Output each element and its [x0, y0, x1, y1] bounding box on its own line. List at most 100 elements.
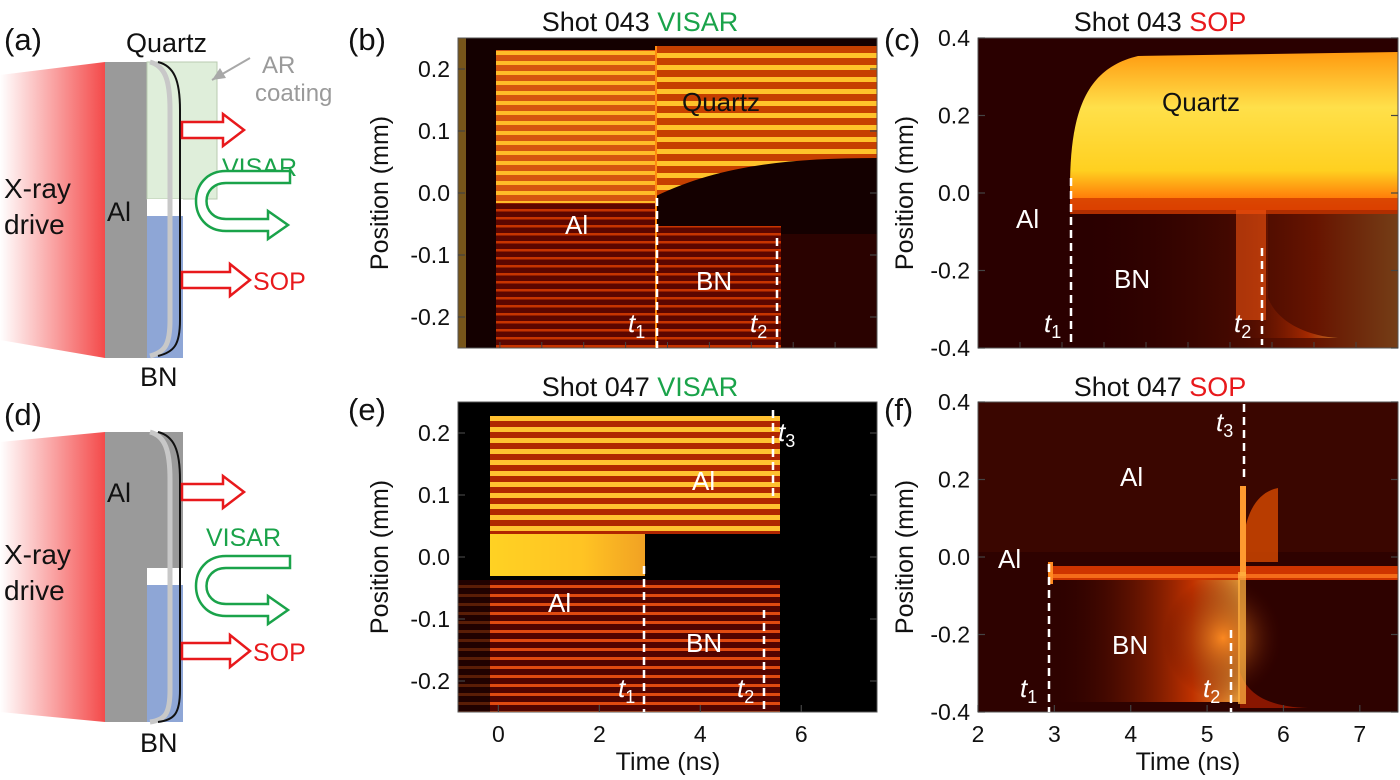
ytick-label-e: 0.0: [418, 544, 450, 570]
t3-label-e: t3: [778, 417, 795, 451]
xtick-label-f: 6: [1277, 721, 1290, 747]
step-gap-d: [147, 568, 183, 585]
sop-emission-arrow-a: [180, 261, 253, 299]
t1-label-e: t1: [618, 673, 635, 707]
region-bn-e: BN: [686, 628, 722, 658]
plot-b-image: [458, 38, 877, 348]
ytick-label-f: -0.2: [930, 622, 970, 648]
xray-drive-label-line2: drive: [4, 209, 65, 240]
panel-e-label: (e): [348, 392, 386, 427]
ytick-label-b: -0.1: [410, 242, 450, 268]
panel-b-visar-043: (b) Shot 043 VISAR 0.2 0.1 0.0 -0.1 -0.2 Pos…: [348, 7, 878, 349]
ytick-label-b: 0.2: [418, 56, 450, 82]
t1-label-f: t1: [1020, 673, 1037, 707]
quartz-emission-arrow: [180, 111, 247, 149]
panel-f-sop-047: (f) Shot 047 SOP 0.4 0.2 0.0 -0.2 -0.42 3 4 5 6 7…: [884, 372, 1399, 776]
panel-b-ylabel: Position (mm): [366, 116, 394, 270]
plot-f-ticks: 0.4 0.2 0.0 -0.2 -0.42 3 4 5 6 7: [930, 389, 1398, 747]
glue-layer: [157, 61, 181, 357]
xtick-label-e: 0: [492, 721, 505, 747]
sop-label-a: SOP: [253, 268, 306, 296]
t2-label-f: t2: [1203, 673, 1220, 707]
al-pusher-layer: [149, 59, 173, 359]
ytick-label-c: -0.4: [930, 335, 970, 361]
panel-a-label: (a): [4, 22, 42, 57]
t2-label-b: t2: [750, 308, 767, 342]
xray-drive-label-d-line2: drive: [4, 575, 65, 606]
bn-sample: [147, 216, 183, 358]
panel-b-label: (b): [348, 22, 386, 57]
plot-c-ticks: 0.4 0.2 0.0 -0.2 -0.4: [930, 25, 1398, 361]
ar-coating-label-line1: AR: [262, 52, 295, 79]
panel-b-title: Shot 043 VISAR: [542, 7, 739, 37]
ar-coating-label-line2: coating: [255, 80, 332, 107]
plot-f-image: [978, 402, 1398, 712]
visar-label-d: VISAR: [206, 524, 281, 552]
xray-drive-label-d-line1: X-ray: [4, 539, 71, 570]
xray-drive-beam: [0, 62, 105, 358]
bn-label: BN: [140, 362, 178, 392]
panel-f-label: (f): [884, 392, 913, 427]
panel-e-ylabel: Position (mm): [366, 480, 394, 634]
region-al-top-e: Al: [692, 466, 715, 496]
region-al-b: Al: [565, 210, 588, 240]
xtick-label-e: 6: [795, 721, 808, 747]
panel-c-label: (c): [884, 22, 920, 57]
t2-label-e: t2: [737, 673, 754, 707]
ytick-label-e: 0.1: [418, 482, 450, 508]
region-al-f: Al: [998, 544, 1021, 574]
region-bn-b: BN: [696, 266, 732, 296]
region-bn-c: BN: [1114, 264, 1150, 294]
bn-label-d: BN: [140, 728, 178, 758]
xtick-label-e: 4: [694, 721, 707, 747]
ytick-label-c: 0.0: [938, 180, 970, 206]
region-al-e: Al: [548, 588, 571, 618]
plot-b-ticks: 0.2 0.1 0.0 -0.1 -0.2: [410, 56, 877, 348]
panel-e-title: Shot 047 VISAR: [542, 372, 739, 402]
region-quartz-c: Quartz: [1162, 87, 1240, 117]
ytick-label-c: 0.2: [938, 103, 970, 129]
visar-probe-arrow-d: [194, 554, 292, 627]
panel-e-visar-047: (e) Shot 047 VISAR 0.2 0.1 0.0 -0.1 -0.2 0 2 4 6…: [348, 372, 878, 776]
panel-a-schematic: (a) X-ray drive Quartz Al BN AR coating …: [0, 22, 332, 392]
ar-coating-pointer-head: [212, 68, 226, 80]
t2-label-c: t2: [1234, 308, 1251, 342]
ytick-label-c: 0.4: [938, 25, 970, 51]
al-label-d: Al: [107, 478, 131, 508]
panel-f-title: Shot 047 SOP: [1074, 372, 1247, 402]
ytick-label-e: 0.2: [418, 420, 450, 446]
al-emission-arrow-d: [180, 473, 247, 511]
xtick-label-f: 2: [972, 721, 985, 747]
region-quartz-b: Quartz: [682, 87, 760, 117]
sop-label-d: SOP: [253, 639, 306, 667]
t3-label-f: t3: [1216, 407, 1233, 441]
panel-f-xlabel: Time (ns): [1136, 748, 1241, 776]
xray-drive-label-line1: X-ray: [4, 173, 71, 204]
al-ablator-block: [105, 62, 147, 358]
t1-label-b: t1: [628, 308, 645, 342]
ytick-label-b: 0.0: [418, 180, 450, 206]
region-al-c: Al: [1016, 204, 1039, 234]
ytick-label-f: 0.4: [938, 389, 970, 415]
panel-c-ylabel: Position (mm): [891, 116, 919, 270]
xray-drive-beam-d: [0, 432, 105, 722]
plot-c-image: [978, 38, 1398, 348]
panel-f-ylabel: Position (mm): [891, 480, 919, 634]
panel-c-sop-043: (c) Shot 043 SOP 0.4 0.2 0.0 -0.2 -0.4 Posit…: [884, 7, 1399, 361]
ytick-label-b: -0.2: [410, 304, 450, 330]
xtick-label-f: 7: [1353, 721, 1366, 747]
panel-c-title: Shot 043 SOP: [1074, 7, 1247, 37]
glue-layer-d: [157, 431, 181, 723]
step-gap: [147, 199, 183, 216]
al-ablator-block-d: [105, 432, 147, 722]
ytick-label-e: -0.2: [410, 668, 450, 694]
visar-probe-arrow-a: [194, 169, 292, 242]
region-al-top-f: Al: [1120, 462, 1143, 492]
panel-d-schematic: (d) X-ray drive Al BN VISAR SOP: [0, 397, 306, 758]
plot-e-ticks: 0.2 0.1 0.0 -0.1 -0.2 0 2 4 6: [410, 420, 877, 747]
quartz-label: Quartz: [126, 28, 207, 58]
ytick-label-b: 0.1: [418, 118, 450, 144]
ytick-label-e: -0.1: [410, 606, 450, 632]
ytick-label-f: -0.4: [930, 699, 970, 725]
